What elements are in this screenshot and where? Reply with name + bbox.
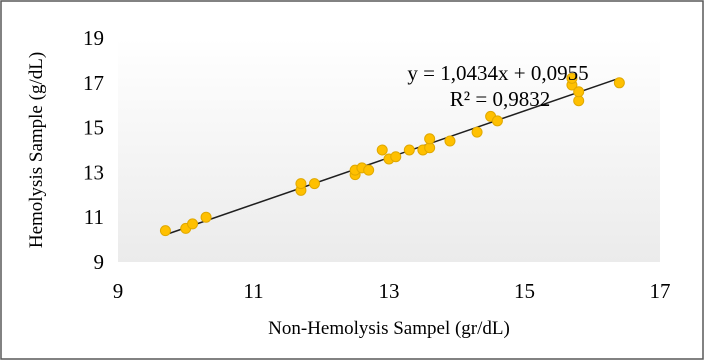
y-tick-label: 9 (94, 250, 105, 274)
y-tick-label: 13 (83, 160, 104, 184)
data-points (159, 72, 625, 237)
x-tick-label: 13 (379, 279, 400, 303)
x-tick-label: 15 (514, 279, 535, 303)
data-point (471, 126, 483, 138)
data-point (444, 135, 456, 147)
x-tick-label: 9 (113, 279, 124, 303)
x-tick-label: 17 (650, 279, 671, 303)
data-point (573, 86, 585, 98)
trendline-r-squared: R² = 0,9832 (450, 87, 550, 111)
data-point (200, 211, 212, 223)
x-axis-ticks: 9 11 13 15 17 (113, 279, 671, 303)
data-point (491, 115, 503, 127)
x-tick-label: 11 (243, 279, 263, 303)
data-point (566, 72, 578, 84)
y-tick-label: 17 (83, 71, 104, 95)
data-point (390, 151, 402, 163)
y-axis-title: Hemolysis Sample (g/dL) (26, 52, 47, 248)
x-axis-title: Non-Hemolysis Sampel (gr/dL) (268, 318, 510, 339)
y-tick-label: 11 (84, 205, 104, 229)
data-point (376, 144, 388, 156)
y-tick-label: 15 (83, 116, 104, 140)
data-point (308, 178, 320, 190)
data-point (159, 225, 171, 237)
trendline-equation: y = 1,0434x + 0,0955 (407, 61, 588, 85)
data-point (295, 178, 307, 190)
y-axis-ticks: 9 11 13 15 17 19 (83, 26, 104, 274)
data-point (424, 133, 436, 145)
data-point (403, 144, 415, 156)
data-point (613, 77, 625, 89)
y-tick-label: 19 (83, 26, 104, 50)
data-point (363, 164, 375, 176)
data-point (187, 218, 199, 230)
